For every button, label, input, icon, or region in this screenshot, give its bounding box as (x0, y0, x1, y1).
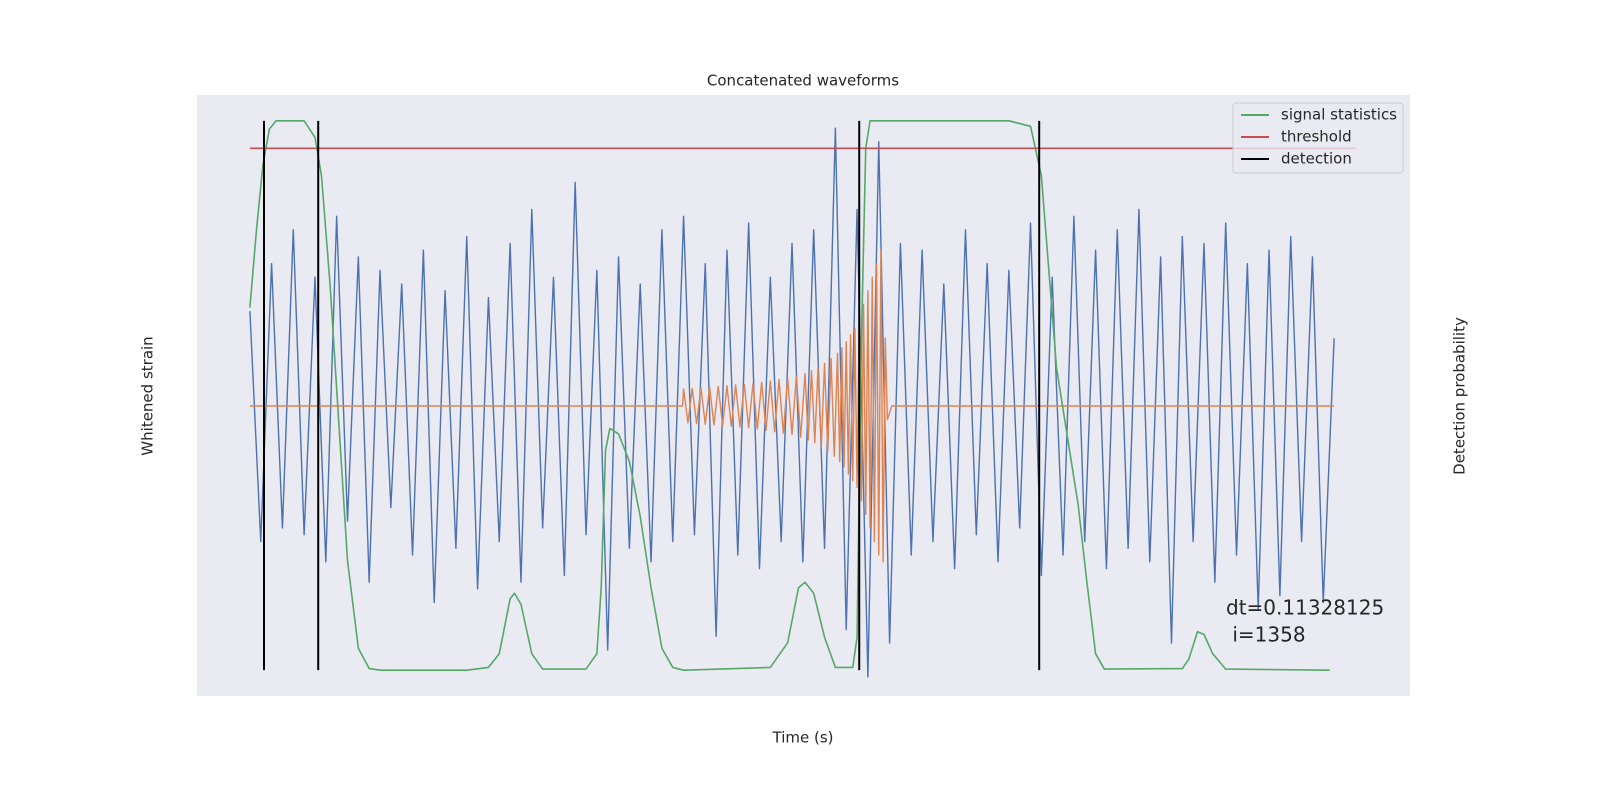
legend-label: threshold (1281, 128, 1352, 146)
annotation: i=1358 (1226, 623, 1306, 647)
legend-label: signal statistics (1281, 106, 1397, 124)
chart-title: Concatenated waveforms (707, 72, 899, 90)
x-axis-label: Time (s) (772, 729, 834, 747)
overlay: dt=0.11328125 i=1358 signal statistics th… (1226, 102, 1404, 647)
legend-box (1232, 102, 1404, 174)
line-series (249, 120, 1330, 671)
line-series (249, 127, 1335, 678)
annotation: dt=0.11328125 (1226, 596, 1384, 620)
y-axis-label: Whitened strain (139, 336, 157, 455)
line-series (249, 249, 1335, 563)
legend-label: detection (1281, 150, 1352, 168)
y2-axis-label: Detection probability (1451, 317, 1469, 475)
data (249, 120, 1356, 678)
